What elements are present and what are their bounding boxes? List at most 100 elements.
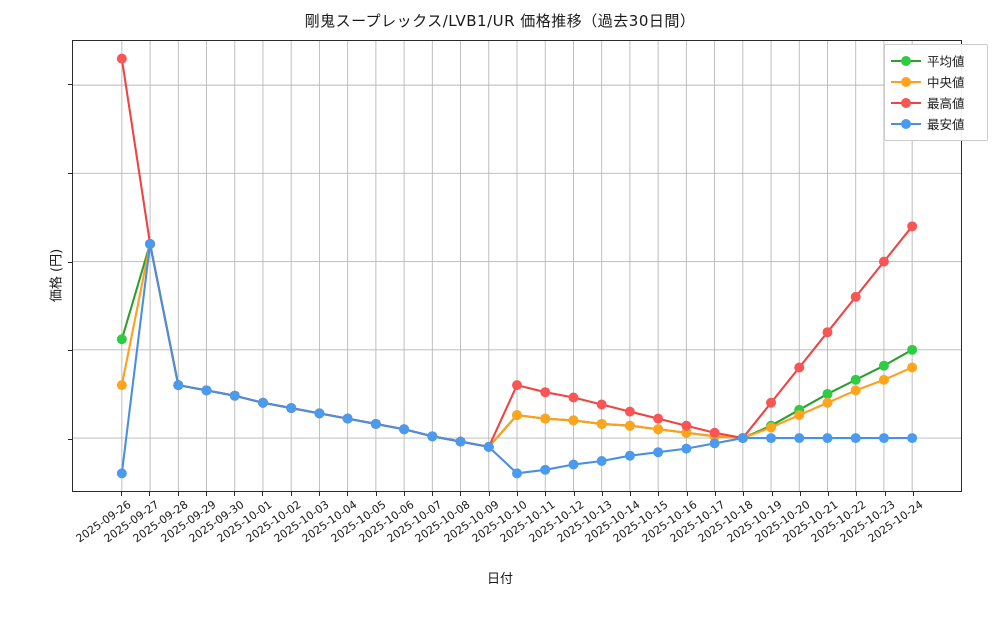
data-point (596, 399, 607, 410)
x-tick-mark (234, 492, 236, 496)
y-axis-label: 価格 (円) (49, 248, 65, 303)
x-tick-mark (630, 492, 632, 496)
series-lines (116, 53, 918, 479)
legend-label-average: 平均値 (927, 54, 965, 69)
x-tick-mark (403, 492, 405, 496)
x-tick-label: 2025-10-22 (809, 498, 869, 546)
data-point (540, 464, 551, 475)
x-tick-label: 2025-10-18 (695, 498, 756, 546)
x-tick-mark (488, 492, 490, 496)
plot-area (72, 40, 962, 492)
data-point (907, 362, 918, 373)
x-tick-label: 2025-10-09 (441, 498, 502, 546)
x-tick-mark (545, 492, 547, 496)
x-tick-mark (573, 492, 575, 496)
x-tick-label: 2025-10-06 (356, 498, 417, 546)
x-tick-label: 2025-10-17 (667, 498, 728, 546)
x-tick-mark (262, 492, 264, 496)
x-tick-label: 2025-10-03 (271, 498, 332, 546)
x-tick-mark (771, 492, 773, 496)
data-point (624, 450, 635, 461)
x-tick-label: 2025-10-05 (328, 498, 389, 546)
data-point (483, 441, 494, 452)
legend-item-min[interactable]: 最安値 (891, 113, 981, 134)
chart-legend: 平均値 中央値 最高値 最安値 (884, 44, 988, 141)
data-point (850, 374, 861, 385)
data-point (314, 408, 325, 419)
legend-marker-min-icon (891, 118, 921, 130)
data-point (850, 291, 861, 302)
x-tick-mark (347, 492, 349, 496)
x-tick-mark (828, 492, 830, 496)
x-tick-label: 2025-10-01 (215, 498, 275, 546)
x-tick-label: 2025-10-13 (554, 498, 615, 546)
data-point (907, 344, 918, 355)
data-point (116, 468, 127, 479)
data-point (257, 397, 268, 408)
x-tick-label: 2025-10-11 (497, 498, 558, 546)
x-tick-label: 2025-10-04 (299, 498, 360, 546)
data-point (512, 410, 522, 421)
x-tick-mark (120, 492, 122, 496)
x-tick-label: 2025-10-20 (752, 498, 813, 546)
data-point (116, 334, 127, 345)
x-tick-mark (799, 492, 801, 496)
x-tick-label: 2025-10-14 (582, 498, 643, 546)
data-point (766, 397, 777, 408)
data-point (286, 403, 297, 414)
x-tick-mark (375, 492, 377, 496)
data-point (737, 433, 748, 444)
data-point (822, 397, 833, 408)
data-point (116, 53, 127, 64)
data-point (399, 424, 410, 435)
legend-label-max: 最高値 (927, 96, 965, 111)
x-tick-mark (913, 492, 915, 496)
data-point (766, 422, 777, 433)
data-point (681, 427, 692, 438)
x-tick-mark (601, 492, 603, 496)
x-tick-label: 2025-09-30 (186, 498, 247, 546)
data-point (624, 406, 635, 417)
x-tick-label: 2025-10-24 (865, 498, 926, 546)
data-point (653, 424, 664, 435)
x-tick-label: 2025-10-08 (413, 498, 473, 546)
data-point (709, 427, 720, 438)
legend-item-max[interactable]: 最高値 (891, 92, 981, 113)
data-point (766, 433, 777, 444)
x-tick-mark (658, 492, 660, 496)
x-tick-label: 2025-10-19 (724, 498, 785, 546)
data-point (794, 410, 805, 421)
data-point (116, 380, 127, 391)
x-tick-mark (517, 492, 518, 496)
data-point (624, 420, 635, 431)
data-point (653, 413, 664, 424)
data-point (907, 221, 918, 232)
x-axis-label: 日付 (486, 572, 513, 587)
x-tick-mark (856, 492, 858, 496)
legend-item-median[interactable]: 中央値 (891, 71, 981, 92)
data-point (878, 256, 889, 267)
legend-marker-median-icon (891, 76, 921, 88)
x-tick-label: 2025-10-02 (243, 498, 304, 546)
x-tick-label: 2025-09-29 (158, 498, 219, 546)
data-point (229, 390, 240, 401)
data-point (342, 413, 353, 424)
data-point (878, 374, 889, 385)
data-point (596, 418, 607, 429)
data-point (201, 385, 212, 396)
data-point (822, 388, 833, 399)
x-tick-mark (460, 492, 462, 496)
x-tick-label: 2025-10-23 (837, 498, 898, 546)
x-tick-label: 2025-09-26 (73, 498, 134, 546)
x-tick-label: 2025-09-27 (101, 498, 162, 546)
legend-item-average[interactable]: 平均値 (891, 50, 981, 71)
data-point (878, 360, 889, 371)
data-point (822, 327, 833, 338)
price-history-chart-figure: 剛鬼スープレックス/LVB1/UR 価格推移（過去30日間） 価格 (円) 日付… (49, 12, 988, 587)
data-point (794, 433, 805, 444)
x-tick-mark (318, 492, 320, 496)
data-point (512, 380, 522, 391)
legend-marker-max-icon (891, 97, 921, 109)
data-point (822, 433, 833, 444)
legend-label-median: 中央値 (927, 75, 965, 90)
